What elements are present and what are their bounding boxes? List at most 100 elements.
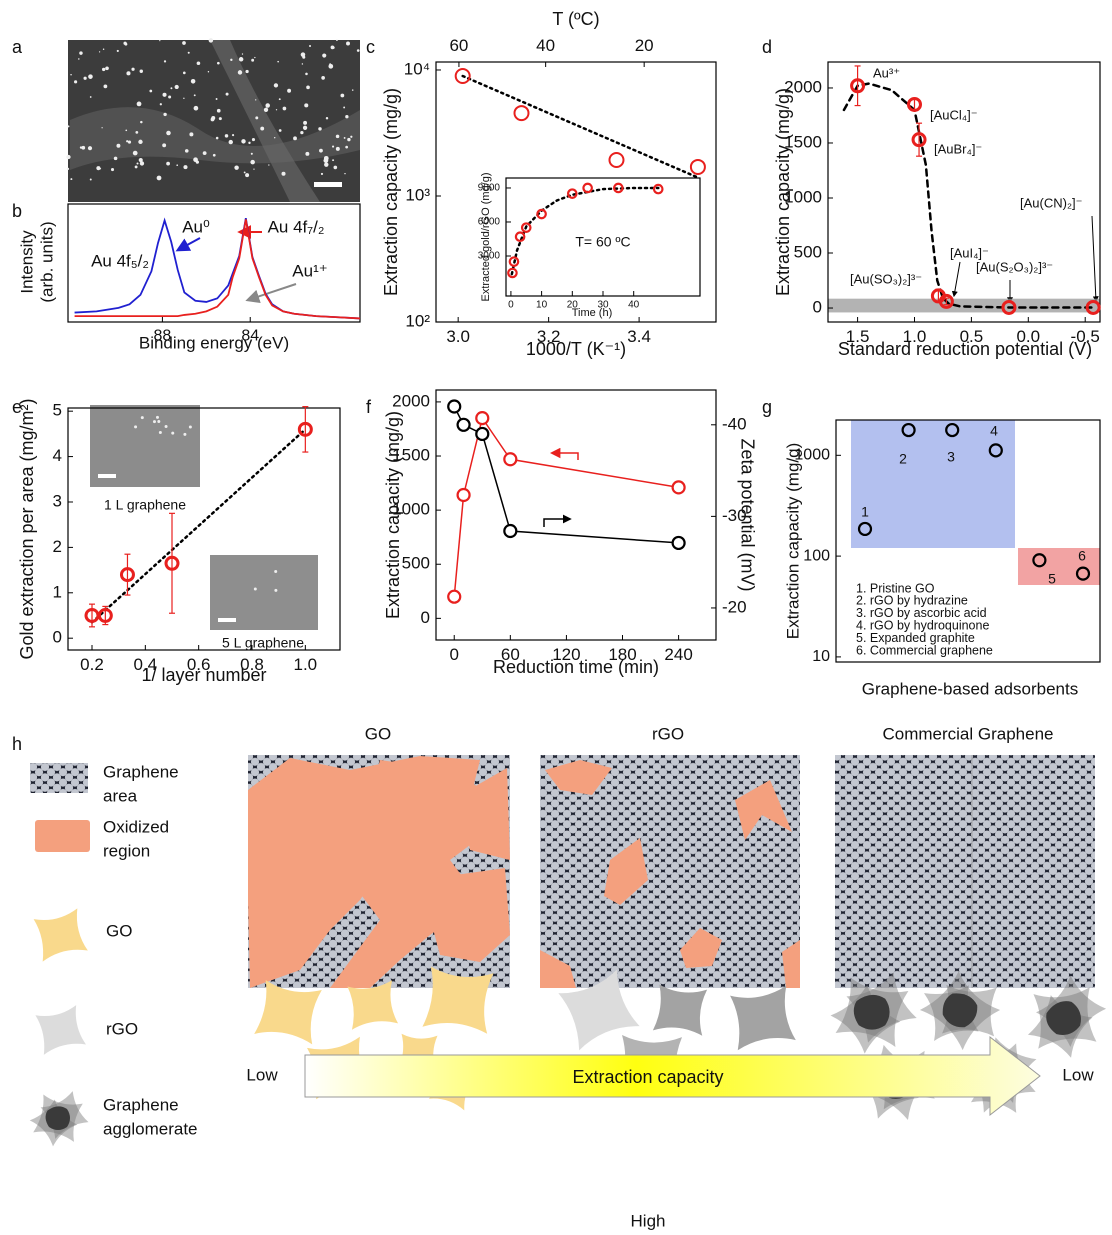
data-point [458, 419, 470, 431]
speckle [345, 115, 348, 118]
data-point [691, 160, 705, 174]
speckle [104, 84, 108, 88]
speckle [101, 127, 102, 128]
speckle [189, 132, 193, 136]
speckle [99, 51, 100, 52]
speckle [157, 176, 162, 181]
speckle [225, 134, 228, 137]
diagram-title: GO [365, 724, 391, 743]
chart-title: T= 60 ºC [575, 234, 630, 250]
speckle [336, 147, 340, 151]
image-caption: 1 L graphene [104, 497, 186, 513]
speckle [331, 46, 335, 50]
axis-arrow [544, 519, 570, 527]
speckle [287, 89, 291, 93]
region-box [1018, 548, 1100, 585]
speckle [138, 140, 142, 144]
speckle [209, 38, 213, 42]
speckle [274, 137, 275, 138]
x-tick-label: 3.4 [627, 327, 651, 346]
lattice [835, 755, 1095, 988]
speckle [149, 90, 152, 93]
speckle [347, 138, 350, 141]
speckle [66, 155, 70, 159]
arrow-label: Low [246, 1065, 278, 1084]
data-point [673, 537, 685, 549]
speckle [216, 137, 219, 140]
y-axis-label: Intensity [17, 230, 36, 294]
speckle [183, 165, 187, 169]
speckle [241, 139, 245, 143]
speckle [254, 57, 255, 58]
speckle [78, 58, 79, 59]
x-tick-label: 10 [536, 300, 548, 311]
speckle [183, 98, 184, 99]
x-axis-label: 1/ layer number [141, 665, 266, 685]
speckle [318, 127, 321, 130]
y-tick-label: 100 [803, 547, 830, 564]
speckle [135, 165, 138, 168]
point-label: 1 [861, 504, 869, 520]
diagram-title: Commercial Graphene [882, 724, 1053, 743]
arrow [1092, 216, 1096, 301]
speckle [140, 161, 144, 165]
speckle [303, 126, 307, 130]
panel-label: g [762, 397, 772, 417]
speckle [102, 68, 105, 71]
arrow-label: Extraction capacity [572, 1067, 723, 1087]
y-axis-label: Extracted gold/rGO (mg/g) [480, 173, 492, 302]
speckle [321, 173, 323, 175]
y-tick-label: 500 [794, 242, 822, 261]
y-axis-label: Extraction capacity (mg/g) [783, 443, 802, 640]
speckle [133, 151, 138, 156]
data-point [476, 412, 488, 424]
annotation: Au³⁺ [873, 65, 900, 80]
x2-tick-label: 20 [635, 36, 654, 55]
x-tick-label: 40 [628, 300, 640, 311]
speckle [111, 168, 114, 171]
speckle [197, 61, 201, 65]
speckle [239, 57, 244, 62]
speckle [128, 141, 131, 144]
chart: 0601201802400500100015002000-20-30-40Red… [383, 390, 758, 677]
speckle [329, 63, 331, 65]
speckle [283, 107, 287, 111]
speckle [264, 108, 268, 112]
speckle [203, 151, 207, 155]
sem-image [66, 38, 360, 202]
speckle [168, 95, 171, 98]
y-tick-label: 4 [53, 446, 62, 465]
speckle [253, 168, 254, 169]
x-tick-label: 0 [449, 645, 458, 664]
speckle [159, 40, 160, 41]
speckle [194, 94, 196, 96]
data-point [504, 525, 516, 537]
panel-label: a [12, 37, 23, 57]
point-label: 6 [1078, 548, 1086, 564]
legend-swatch [35, 820, 90, 852]
speckle [162, 143, 166, 147]
speckle [245, 70, 248, 73]
x-tick-label: 3.0 [446, 327, 470, 346]
data-point [504, 453, 516, 465]
speckle [211, 118, 215, 122]
y-axis-label: Extraction capacity (mg/g) [383, 411, 403, 619]
speckle [226, 93, 229, 96]
legend-label: area [103, 786, 138, 805]
legend-swatch [30, 1091, 89, 1148]
speckle [88, 146, 92, 150]
legend-label: region [103, 841, 150, 860]
legend-swatch [35, 1005, 86, 1055]
speckle [251, 153, 253, 155]
speckle [248, 142, 250, 144]
flake [653, 983, 709, 1037]
x2-tick-label: 60 [449, 36, 468, 55]
speckle [293, 136, 297, 140]
arrow-label: High [631, 1211, 666, 1230]
x-tick-label: 240 [664, 645, 692, 664]
arrow [954, 262, 960, 296]
legend-label: Oxidized [103, 817, 169, 836]
speckle [260, 127, 264, 131]
x-axis-label: Standard reduction potential (V) [838, 339, 1092, 359]
legend-label: GO [106, 921, 132, 940]
